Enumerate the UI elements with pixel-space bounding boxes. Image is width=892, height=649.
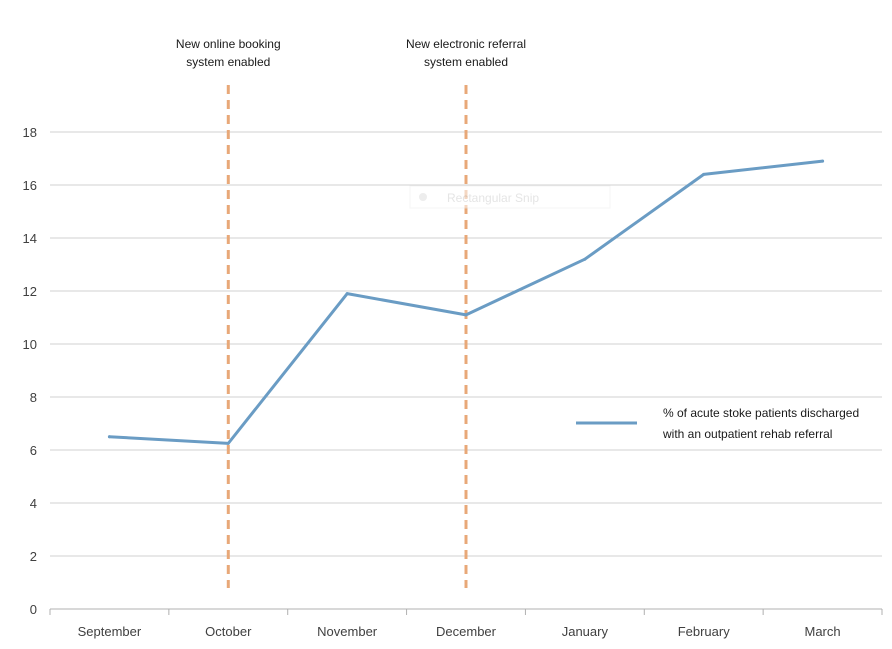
data-point-march: [821, 159, 825, 163]
data-point-september: [107, 435, 111, 439]
y-axis-ticks: 0 2 4 6 8 10 12 14 16 18: [23, 125, 37, 617]
y-tick-label-2: 2: [30, 549, 37, 564]
x-tick-label-march: March: [805, 624, 841, 639]
snip-tooltip-box: [409, 185, 611, 209]
y-tick-label-8: 8: [30, 390, 37, 405]
y-tick-label-12: 12: [23, 284, 37, 299]
legend: % of acute stoke patients discharged wit…: [576, 406, 859, 441]
x-tick-label-september: September: [78, 624, 142, 639]
y-tick-label-14: 14: [23, 231, 37, 246]
data-point-december: [464, 313, 468, 317]
legend-label-line-2: with an outpatient rehab referral: [662, 427, 832, 441]
x-tick-label-january: January: [562, 624, 609, 639]
event-annotation-2-line-1: New electronic referral: [406, 37, 526, 51]
event-markers: [226, 85, 468, 588]
event-annotations: New online booking system enabled New elec…: [176, 37, 526, 69]
x-tick-label-october: October: [205, 624, 252, 639]
snip-tooltip-label: Rectangular Snip: [447, 191, 539, 205]
y-tick-label-6: 6: [30, 443, 37, 458]
legend-label-line-1: % of acute stoke patients discharged: [663, 406, 859, 420]
snip-icon: [419, 193, 427, 201]
y-tick-label-0: 0: [30, 602, 37, 617]
event-annotation-2-line-2: system enabled: [424, 55, 508, 69]
series-group: [107, 159, 825, 445]
x-tick-label-february: February: [678, 624, 731, 639]
y-tick-label-18: 18: [23, 125, 37, 140]
y-tick-label-16: 16: [23, 178, 37, 193]
x-tick-label-november: November: [317, 624, 378, 639]
x-axis-ticks: September October November December January F…: [78, 624, 841, 639]
x-tick-label-december: December: [436, 624, 497, 639]
event-annotation-1-line-1: New online booking: [176, 37, 281, 51]
snip-tooltip-overlay: Rectangular Snip: [409, 185, 611, 209]
data-point-february: [702, 172, 706, 176]
data-point-november: [345, 292, 349, 296]
y-tick-label-4: 4: [30, 496, 37, 511]
x-axis: [49, 608, 883, 615]
data-point-october: [226, 441, 230, 445]
y-tick-label-10: 10: [23, 337, 37, 352]
data-point-january: [583, 257, 587, 261]
event-annotation-1-line-2: system enabled: [186, 55, 270, 69]
